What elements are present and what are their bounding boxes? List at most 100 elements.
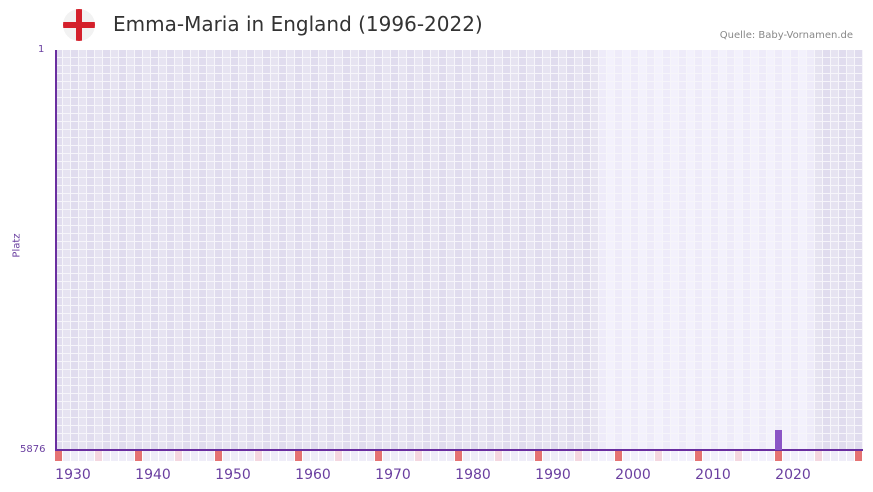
grid-column bbox=[743, 50, 751, 450]
grid-column bbox=[511, 50, 519, 450]
strip-cell bbox=[311, 451, 318, 461]
x-tick-label: 1960 bbox=[295, 467, 331, 483]
grid-column bbox=[567, 50, 575, 450]
decade-marker bbox=[375, 451, 382, 461]
grid-column bbox=[423, 50, 431, 450]
strip-cell bbox=[591, 451, 598, 461]
midpoint-marker bbox=[495, 451, 502, 461]
grid-column bbox=[327, 50, 335, 450]
grid-column bbox=[615, 50, 623, 450]
strip-cell bbox=[71, 451, 78, 461]
grid-column bbox=[663, 50, 671, 450]
grid-column bbox=[143, 50, 151, 450]
strip-cell bbox=[343, 451, 350, 461]
grid-column bbox=[631, 50, 639, 450]
grid-column bbox=[847, 50, 855, 450]
grid-column bbox=[295, 50, 303, 450]
strip-cell bbox=[647, 451, 654, 461]
strip-cell bbox=[127, 451, 134, 461]
x-tick-label: 2020 bbox=[775, 467, 811, 483]
strip-cell bbox=[367, 451, 374, 461]
grid-column bbox=[183, 50, 191, 450]
grid-column bbox=[215, 50, 223, 450]
strip-cell bbox=[151, 451, 158, 461]
grid-column bbox=[351, 50, 359, 450]
x-tick-label: 2000 bbox=[615, 467, 651, 483]
strip-cell bbox=[431, 451, 438, 461]
grid-column bbox=[135, 50, 143, 450]
strip-cell bbox=[583, 451, 590, 461]
strip-cell bbox=[807, 451, 814, 461]
grid-column bbox=[399, 50, 407, 450]
grid-column bbox=[191, 50, 199, 450]
strip-cell bbox=[463, 451, 470, 461]
grid-column bbox=[383, 50, 391, 450]
x-tick-label: 1980 bbox=[455, 467, 491, 483]
grid-column bbox=[103, 50, 111, 450]
grid-column bbox=[151, 50, 159, 450]
x-tick-label: 1930 bbox=[55, 467, 91, 483]
decade-marker bbox=[695, 451, 702, 461]
grid-column bbox=[711, 50, 719, 450]
grid-column bbox=[807, 50, 815, 450]
grid-column bbox=[535, 50, 543, 450]
strip-cell bbox=[847, 451, 854, 461]
grid-column bbox=[439, 50, 447, 450]
grid-column bbox=[455, 50, 463, 450]
midpoint-marker bbox=[175, 451, 182, 461]
grid-column bbox=[111, 50, 119, 450]
plot-area bbox=[55, 50, 863, 450]
grid-column bbox=[79, 50, 87, 450]
grid-column bbox=[335, 50, 343, 450]
x-tick-label: 1950 bbox=[215, 467, 251, 483]
strip-cell bbox=[87, 451, 94, 461]
strip-cell bbox=[447, 451, 454, 461]
strip-cell bbox=[351, 451, 358, 461]
midpoint-marker bbox=[95, 451, 102, 461]
strip-cell bbox=[711, 451, 718, 461]
grid-column bbox=[55, 50, 63, 450]
midpoint-marker bbox=[415, 451, 422, 461]
strip-cell bbox=[479, 451, 486, 461]
strip-cell bbox=[511, 451, 518, 461]
grid-column bbox=[359, 50, 367, 450]
strip-cell bbox=[823, 451, 830, 461]
grid-column bbox=[71, 50, 79, 450]
grid-column bbox=[655, 50, 663, 450]
grid-column bbox=[751, 50, 759, 450]
grid-column bbox=[647, 50, 655, 450]
strip-cell bbox=[503, 451, 510, 461]
grid-column bbox=[479, 50, 487, 450]
rank-bar[interactable] bbox=[775, 430, 782, 450]
grid-column bbox=[175, 50, 183, 450]
grid-column bbox=[239, 50, 247, 450]
grid-column bbox=[167, 50, 175, 450]
midpoint-marker bbox=[335, 451, 342, 461]
y-tick-bottom: 5876 bbox=[20, 444, 46, 455]
midpoint-marker bbox=[815, 451, 822, 461]
grid-column bbox=[583, 50, 591, 450]
grid-column bbox=[391, 50, 399, 450]
strip-cell bbox=[359, 451, 366, 461]
strip-cell bbox=[743, 451, 750, 461]
y-axis-line bbox=[55, 50, 57, 451]
grid-column bbox=[727, 50, 735, 450]
strip-cell bbox=[207, 451, 214, 461]
grid-column bbox=[695, 50, 703, 450]
grid-column bbox=[319, 50, 327, 450]
strip-cell bbox=[839, 451, 846, 461]
grid-column bbox=[415, 50, 423, 450]
grid-column bbox=[463, 50, 471, 450]
strip-cell bbox=[799, 451, 806, 461]
midpoint-marker bbox=[575, 451, 582, 461]
strip-cell bbox=[231, 451, 238, 461]
grid-column bbox=[815, 50, 823, 450]
strip-cell bbox=[279, 451, 286, 461]
y-tick-top: 1 bbox=[38, 44, 45, 55]
grid-column bbox=[543, 50, 551, 450]
grid-column bbox=[95, 50, 103, 450]
england-flag-icon bbox=[63, 9, 95, 41]
strip-cell bbox=[247, 451, 254, 461]
grid-column bbox=[367, 50, 375, 450]
grid-column bbox=[527, 50, 535, 450]
